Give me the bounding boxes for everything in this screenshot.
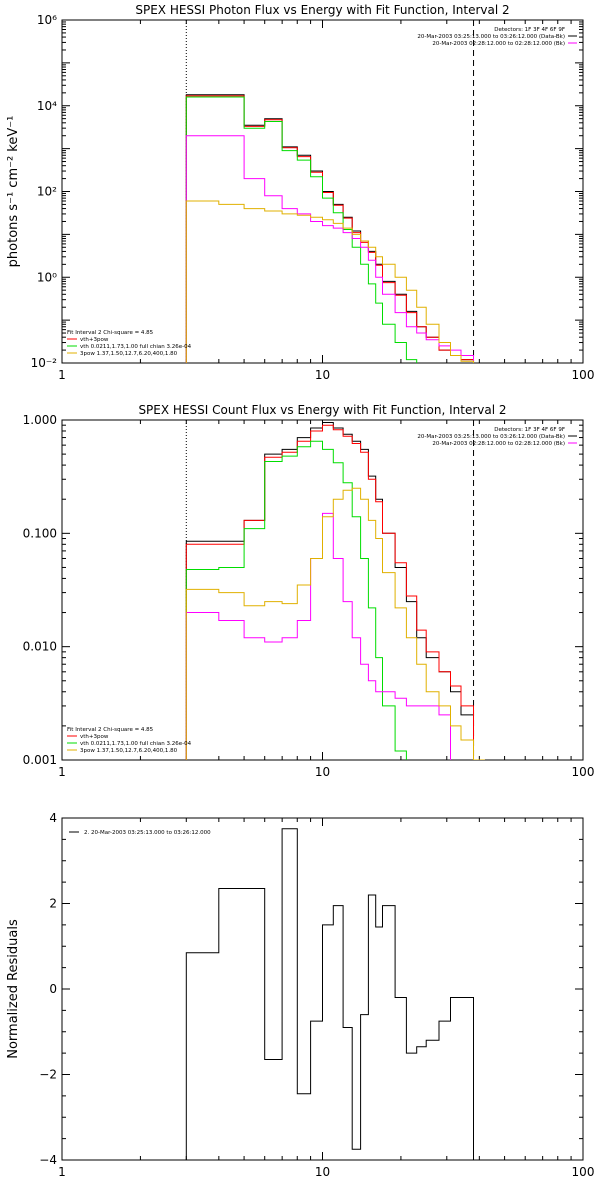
y-axis-title: photons s⁻¹ cm⁻² keV⁻¹	[6, 116, 21, 268]
y-tick-label: 0.010	[23, 640, 57, 654]
x-tick-label: 10	[315, 765, 330, 779]
x-tick-label: 1	[58, 1165, 66, 1179]
series-residuals	[185, 828, 474, 1160]
series-3pow	[185, 487, 485, 760]
legend-top-right-entry: Detectors: 1F 3F 4F 6F 9F	[494, 27, 565, 33]
y-tick-label: 4	[49, 811, 57, 825]
legend-bottom-left-entry: Fit Interval 2 Chi-square = 4.85	[67, 727, 154, 733]
legend-bottom-left-entry: vth 0.0211,1.73,1.00 full chian 3.26e-04	[80, 741, 192, 747]
y-tick-label: 0.001	[23, 753, 57, 767]
legend-top-right-entry: 20-Mar-2003 03:25:13.000 to 03:26:12.000…	[417, 34, 565, 40]
y-tick-label: 0.100	[23, 526, 57, 540]
x-tick-label: 10	[315, 368, 330, 382]
legend-top-right-entry: 20-Mar-2003 02:28:12.000 to 02:28:12.000…	[432, 441, 565, 447]
y-tick-label: 10⁰	[37, 270, 57, 284]
y-tick-label: 0	[49, 982, 57, 996]
chart-panel-3: Normalized Residuals 1 10 100 4 2 0 −2 −4 2. 20-M…	[6, 811, 594, 1179]
chart-panel-1: SPEX HESSI Photon Flux vs Energy with Fi…	[6, 3, 594, 382]
y-tick-label: 10⁻²	[31, 356, 58, 370]
chart-title: SPEX HESSI Photon Flux vs Energy with Fi…	[135, 3, 509, 17]
series-vth	[185, 96, 418, 363]
x-tick-label: 100	[572, 1165, 595, 1179]
legend-bottom-left-entry: vth+3pow	[80, 337, 109, 343]
y-tick-label: 10⁴	[37, 99, 57, 113]
x-tick-label: 10	[315, 1165, 330, 1179]
series-data	[185, 422, 474, 760]
y-tick-label: 1.000	[23, 413, 57, 427]
y-tick-label: 10²	[37, 185, 57, 199]
legend-bottom-left-entry: 3pow 1.37,1.50,12.7,6.20,400,1.80	[80, 351, 178, 357]
legend-top-left-entry: 2. 20-Mar-2003 03:25:13.000 to 03:26:12.…	[84, 830, 211, 836]
series-bk	[185, 512, 451, 760]
series-vth	[185, 440, 407, 760]
legend-top-right-entry: Detectors: 1F 3F 4F 6F 9F	[494, 427, 565, 433]
plot-frame	[61, 419, 584, 761]
legend-bottom-left-entry: vth 0.0211,1.73,1.00 full chian 3.26e-04	[80, 344, 192, 350]
chart-panel-2: SPEX HESSI Count Flux vs Energy with Fit…	[23, 403, 595, 779]
legend-bottom-left-entry: vth+3pow	[80, 734, 109, 740]
x-tick-label: 1	[58, 765, 66, 779]
y-tick-label: 2	[49, 897, 57, 911]
y-tick-label: −2	[39, 1068, 57, 1082]
x-tick-label: 1	[58, 368, 66, 382]
y-axis-title: Normalized Residuals	[6, 919, 21, 1059]
chart-title: SPEX HESSI Count Flux vs Energy with Fit…	[138, 403, 506, 417]
series-vth-3pow	[185, 424, 474, 760]
series-3pow	[185, 200, 474, 363]
x-tick-label: 100	[572, 368, 595, 382]
legend-bottom-left-entry: Fit Interval 2 Chi-square = 4.85	[67, 330, 154, 336]
y-tick-label: 10⁶	[37, 13, 57, 27]
legend-top-right-entry: 20-Mar-2003 03:25:13.000 to 03:26:12.000…	[417, 434, 565, 440]
series-data	[185, 94, 485, 363]
legend-bottom-left-entry: 3pow 1.37,1.50,12.7,6.20,400,1.80	[80, 748, 178, 754]
x-tick-label: 100	[572, 765, 595, 779]
y-tick-label: −4	[39, 1153, 57, 1167]
series-bk	[185, 135, 474, 363]
legend-top-right-entry: 20-Mar-2003 02:28:12.000 to 02:28:12.000…	[432, 41, 565, 47]
